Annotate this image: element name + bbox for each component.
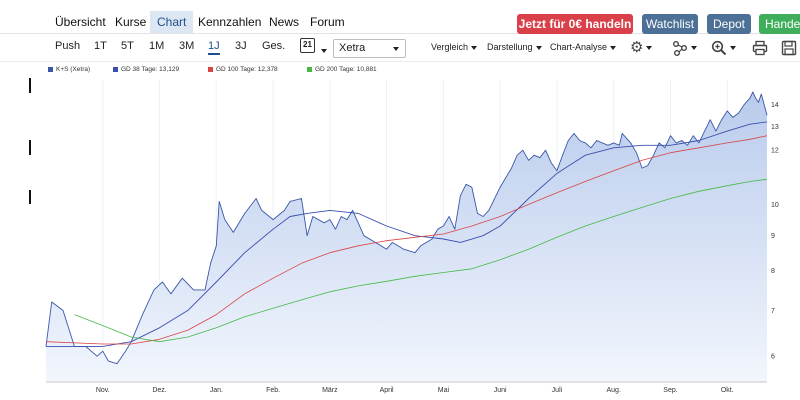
chart-analysis-menu[interactable]: Chart-Analyse (550, 42, 617, 52)
exchange-select-value: Xetra (339, 42, 366, 54)
legend-swatch (113, 66, 118, 72)
nav-chart[interactable]: Chart (150, 11, 194, 33)
gd100-line (45, 135, 768, 345)
x-tick-label: Aug. (607, 387, 621, 394)
calendar-dropdown-icon[interactable] (318, 42, 327, 60)
chart-analysis-menu-label: Chart-Analyse (550, 42, 608, 52)
legend-label: GD 200 Tage: 10,881 (315, 66, 377, 73)
display-menu[interactable]: Darstellung (487, 42, 542, 52)
gd38-line (46, 121, 768, 347)
nav-overview[interactable]: Übersicht (55, 15, 106, 29)
chevron-down-icon (393, 47, 399, 51)
range-1t[interactable]: 1T (94, 40, 107, 52)
legend-label: GD 38 Tage: 13,129 (121, 66, 180, 73)
legend-label: GD 100 Tage: 12,378 (216, 66, 278, 73)
gd200-line (74, 178, 768, 343)
x-tick-label: Okt. (721, 387, 734, 394)
y-tick-label: 12 (771, 148, 779, 155)
top-navigation: Übersicht Kurse Chart Kennzahlen News Fo… (0, 0, 800, 34)
y-tick-label: 10 (771, 202, 779, 209)
chevron-down-icon (535, 45, 542, 50)
zoom-icon[interactable] (711, 39, 736, 57)
price-area (46, 92, 767, 382)
x-tick-label: April (380, 387, 394, 394)
range-5t[interactable]: 5T (121, 40, 134, 52)
chevron-down-icon (471, 45, 478, 50)
y-tick-label: 9 (771, 233, 775, 240)
watchlist-button[interactable]: Watchlist (642, 14, 698, 34)
scroll-marker (29, 190, 31, 204)
trade-now-button[interactable]: Handel (759, 14, 800, 34)
range-push[interactable]: Push (55, 40, 81, 52)
x-tick-label: Mai (438, 387, 450, 394)
legend-swatch (307, 66, 312, 72)
scroll-marker (29, 78, 31, 93)
legend-item-gd200: GD 200 Tage: 10,881 (307, 66, 377, 73)
chart-toolbar: Push 1T 5T 1M 3M 1J 3J Ges. (0, 34, 800, 62)
legend-item-gd100: GD 100 Tage: 12,378 (208, 66, 278, 73)
nav-news[interactable]: News (269, 15, 300, 29)
calendar-icon[interactable]: 21 (300, 38, 315, 53)
range-3j[interactable]: 3J (235, 40, 247, 52)
chart-lines (45, 91, 768, 365)
calendar-day: 21 (303, 40, 312, 49)
x-axis: Nov. Dez. Jan. Feb. März April Mai Juni Juli Aug.… (46, 381, 767, 394)
y-axis: 6 7 8 9 10 12 13 14 (771, 102, 779, 361)
price-line (45, 91, 768, 365)
nav-prices[interactable]: Kurse (115, 15, 147, 29)
x-tick-label: Jan. (210, 387, 223, 394)
range-1j[interactable]: 1J (208, 40, 220, 55)
compare-menu-label: Vergleich (431, 42, 469, 52)
x-tick-label: März (322, 387, 338, 394)
scroll-marker (29, 140, 31, 155)
save-icon[interactable] (781, 39, 797, 57)
y-tick-label: 7 (771, 308, 775, 315)
exchange-select[interactable]: Xetra (333, 39, 406, 58)
chevron-down-icon (610, 45, 617, 50)
y-tick-label: 8 (771, 268, 775, 275)
legend-item-price: K+S (Xetra) (48, 66, 90, 73)
compare-menu[interactable]: Vergleich (431, 42, 478, 52)
legend-swatch (48, 66, 53, 72)
nav-key-figures[interactable]: Kennzahlen (198, 15, 262, 29)
gear-icon[interactable]: ⚙ (630, 39, 653, 57)
nav-forum[interactable]: Forum (310, 15, 345, 29)
x-tick-label: Dez. (152, 387, 166, 394)
range-total[interactable]: Ges. (262, 40, 286, 52)
display-menu-label: Darstellung (487, 42, 533, 52)
depot-button[interactable]: Depot (707, 14, 751, 34)
y-tick-label: 13 (771, 124, 779, 131)
x-tick-label: Nov. (96, 387, 110, 394)
y-tick-label: 14 (771, 102, 779, 109)
legend-label: K+S (Xetra) (56, 66, 91, 73)
legend-swatch (208, 66, 213, 72)
legend-item-gd38: GD 38 Tage: 13,129 (113, 66, 179, 73)
x-tick-label: Juni (494, 387, 507, 394)
print-icon[interactable] (752, 39, 768, 57)
range-3m[interactable]: 3M (179, 40, 195, 52)
trade-button[interactable]: Jetzt für 0€ handeln (517, 14, 633, 34)
x-tick-label: Sep. (663, 387, 677, 394)
y-tick-label: 6 (771, 354, 775, 361)
x-tick-label: Juli (552, 387, 563, 394)
range-1m[interactable]: 1M (149, 40, 165, 52)
x-tick-label: Feb. (266, 387, 280, 394)
indicator-icon[interactable] (672, 39, 697, 57)
